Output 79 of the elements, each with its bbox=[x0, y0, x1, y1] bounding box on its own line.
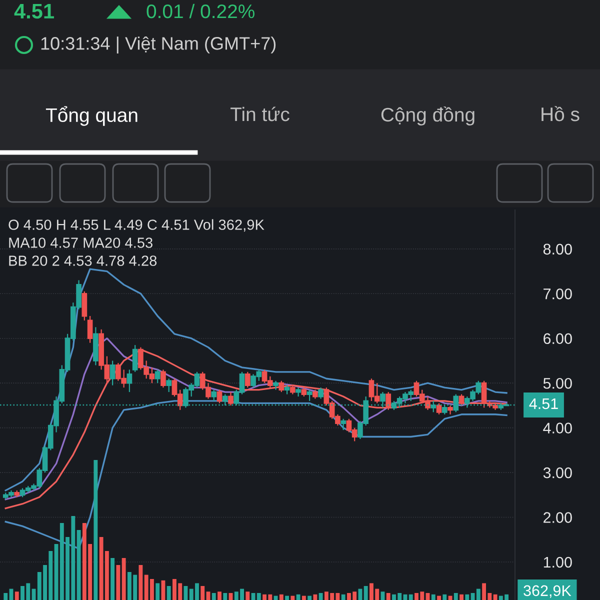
candlestick bbox=[166, 378, 172, 393]
bar bbox=[14, 592, 19, 600]
text: Tổng quan bbox=[46, 106, 138, 126]
text: Tin tức bbox=[230, 106, 290, 122]
bar bbox=[386, 593, 390, 600]
bar bbox=[156, 583, 160, 600]
bar bbox=[256, 593, 261, 600]
candlestick bbox=[110, 360, 116, 386]
bar bbox=[302, 596, 306, 600]
candlestick bbox=[216, 389, 222, 404]
candlestick bbox=[278, 380, 284, 393]
y-tick-label: 6.00 bbox=[544, 333, 572, 344]
bar bbox=[116, 565, 120, 600]
bar bbox=[200, 586, 205, 600]
bar bbox=[493, 594, 498, 600]
bar bbox=[313, 594, 318, 600]
bar bbox=[76, 530, 81, 600]
bar bbox=[212, 593, 216, 600]
text: Hồ s bbox=[542, 106, 580, 122]
candlestick bbox=[211, 389, 217, 402]
candlestick bbox=[244, 371, 250, 388]
candlestick bbox=[228, 391, 234, 406]
candlestick bbox=[154, 369, 160, 384]
candlestick bbox=[82, 290, 88, 322]
bar bbox=[122, 558, 126, 600]
bar bbox=[408, 594, 413, 600]
bar bbox=[341, 594, 346, 600]
text: Cộng đồng bbox=[381, 106, 474, 126]
bar bbox=[364, 586, 368, 600]
chart-title: 4.51 bbox=[14, 4, 54, 19]
bar bbox=[442, 594, 447, 600]
annotation: O 4.50 H 4.55 L 4.49 C 4.51 Vol 362,9K bbox=[8, 219, 264, 232]
candlestick bbox=[87, 315, 93, 344]
text: 362,9K bbox=[524, 585, 572, 598]
bar bbox=[246, 592, 250, 600]
bar bbox=[380, 592, 385, 600]
y-tick-label: 7.00 bbox=[544, 288, 572, 300]
bar bbox=[296, 594, 300, 600]
bar bbox=[223, 593, 228, 600]
bar bbox=[166, 586, 171, 600]
candlestick bbox=[132, 344, 138, 372]
annotation: BB 20 2 4.53 4.78 4.28 bbox=[9, 256, 157, 266]
bar bbox=[274, 596, 278, 600]
candlestick bbox=[126, 369, 132, 393]
line-series bbox=[4, 268, 508, 492]
bar bbox=[460, 594, 464, 600]
bar bbox=[94, 460, 98, 600]
text: 10:31:34 | Việt Nam (GMT+7) bbox=[41, 36, 276, 54]
y-tick-label: 8.00 bbox=[543, 244, 572, 255]
bar bbox=[285, 596, 290, 600]
candlestick bbox=[160, 369, 166, 388]
bar bbox=[308, 596, 312, 600]
y-tick-label: 2.00 bbox=[544, 512, 572, 523]
bar bbox=[110, 558, 115, 600]
candlestick bbox=[306, 389, 312, 402]
bar bbox=[318, 593, 323, 600]
bar bbox=[4, 593, 8, 600]
bar bbox=[138, 565, 143, 600]
y-tick-label: 1.00 bbox=[544, 556, 572, 568]
candlestick bbox=[386, 391, 392, 410]
bar bbox=[218, 592, 222, 600]
bar bbox=[465, 594, 470, 600]
candlestick bbox=[436, 402, 442, 415]
bar bbox=[290, 596, 295, 600]
bar bbox=[431, 594, 436, 600]
bar bbox=[358, 588, 362, 600]
bar bbox=[279, 594, 284, 600]
bar bbox=[437, 596, 441, 600]
ref-line-label: 4.51 bbox=[529, 398, 558, 410]
bar bbox=[454, 593, 458, 600]
bar bbox=[206, 592, 210, 600]
candlestick bbox=[318, 387, 324, 400]
candlestick bbox=[340, 418, 346, 431]
candlestick bbox=[458, 394, 464, 406]
y-tick-label: 3.00 bbox=[543, 467, 572, 478]
text: 0.01 / 0.22% bbox=[146, 4, 254, 18]
y-tick-label: 4.00 bbox=[543, 422, 572, 434]
annotation: MA10 4.57 MA20 4.53 bbox=[9, 238, 152, 248]
y-tick-label: 5.00 bbox=[543, 378, 572, 389]
